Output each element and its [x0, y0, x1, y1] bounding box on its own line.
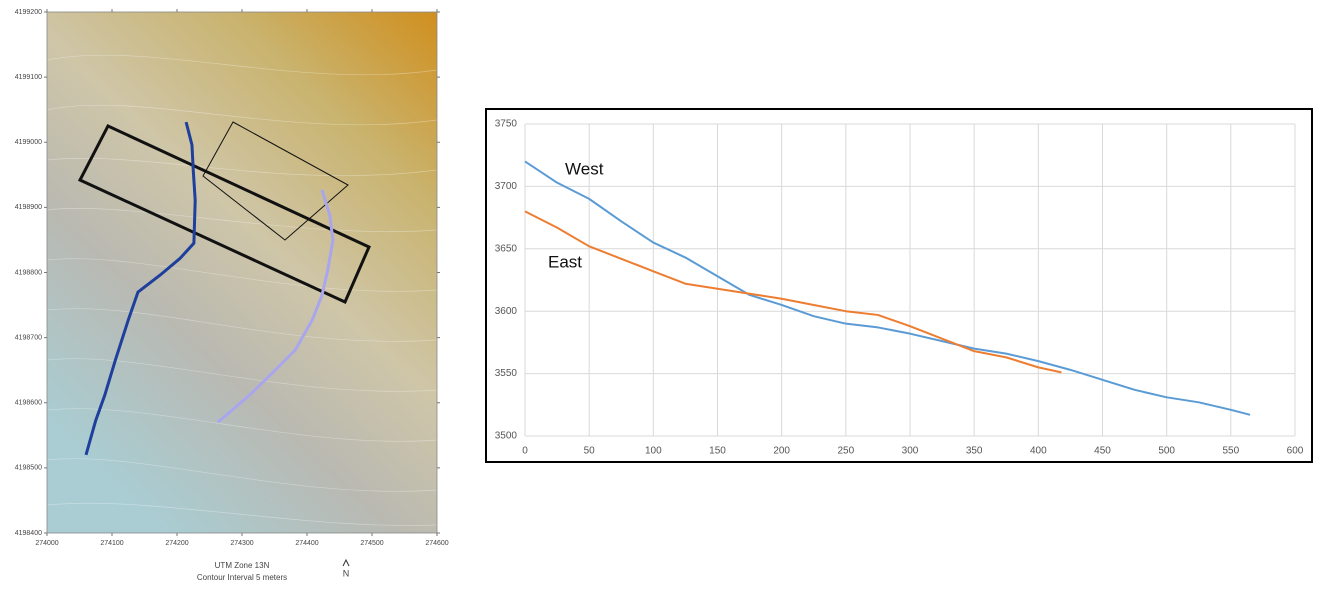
x-tick-label: 274500 [360, 540, 383, 547]
y-tick-label: 3750 [495, 119, 518, 130]
chart-frame [486, 109, 1312, 462]
caption: Contour Interval 5 meters [197, 573, 287, 582]
map: UTM Zone 13N Contour Interval 5 meters N… [15, 9, 449, 582]
north-label: N [343, 568, 350, 578]
figure: UTM Zone 13N Contour Interval 5 meters N… [0, 0, 1319, 592]
y-tick-label: 3550 [495, 368, 518, 379]
y-tick-label: 4198900 [15, 204, 42, 211]
x-tick-label: 450 [1094, 446, 1111, 457]
line-chart: 3500 3550 3600 3650 3700 3750 0 50 100 150 200 250 3… [486, 109, 1312, 462]
caption: UTM Zone 13N [215, 561, 270, 570]
x-tick-label: 274000 [35, 540, 58, 547]
x-tick-label: 150 [709, 446, 726, 457]
x-tick-label: 400 [1030, 446, 1047, 457]
x-tick-label: 300 [902, 446, 919, 457]
x-tick-label: 274100 [100, 540, 123, 547]
y-tick-label: 4199000 [15, 139, 42, 146]
x-tick-label: 250 [837, 446, 854, 457]
x-tick-label: 350 [966, 446, 983, 457]
north-arrow [343, 560, 349, 566]
x-tick-label: 550 [1222, 446, 1239, 457]
y-tick-label: 3700 [495, 181, 518, 192]
x-tick-label: 274600 [425, 540, 448, 547]
series-label: West [565, 159, 604, 178]
y-tick-label: 4198400 [15, 530, 42, 537]
x-tick-label: 200 [773, 446, 790, 457]
terrain [47, 12, 437, 533]
x-tick-label: 274400 [295, 540, 318, 547]
y-tick-label: 4198600 [15, 400, 42, 407]
y-tick-label: 3500 [495, 431, 518, 442]
y-tick-label: 4199200 [15, 9, 42, 16]
x-tick-label: 274300 [230, 540, 253, 547]
series-label: East [548, 252, 582, 271]
y-tick-label: 4199100 [15, 74, 42, 81]
x-tick-label: 500 [1158, 446, 1175, 457]
y-tick-label: 4198700 [15, 334, 42, 341]
x-tick-label: 0 [522, 446, 528, 457]
x-tick-label: 600 [1287, 446, 1304, 457]
y-tick-label: 3650 [495, 243, 518, 254]
x-tick-label: 274200 [165, 540, 188, 547]
y-tick-label: 4198800 [15, 269, 42, 276]
y-tick-label: 3600 [495, 306, 518, 317]
x-tick-label: 100 [645, 446, 662, 457]
x-tick-label: 50 [584, 446, 596, 457]
y-tick-label: 4198500 [15, 465, 42, 472]
